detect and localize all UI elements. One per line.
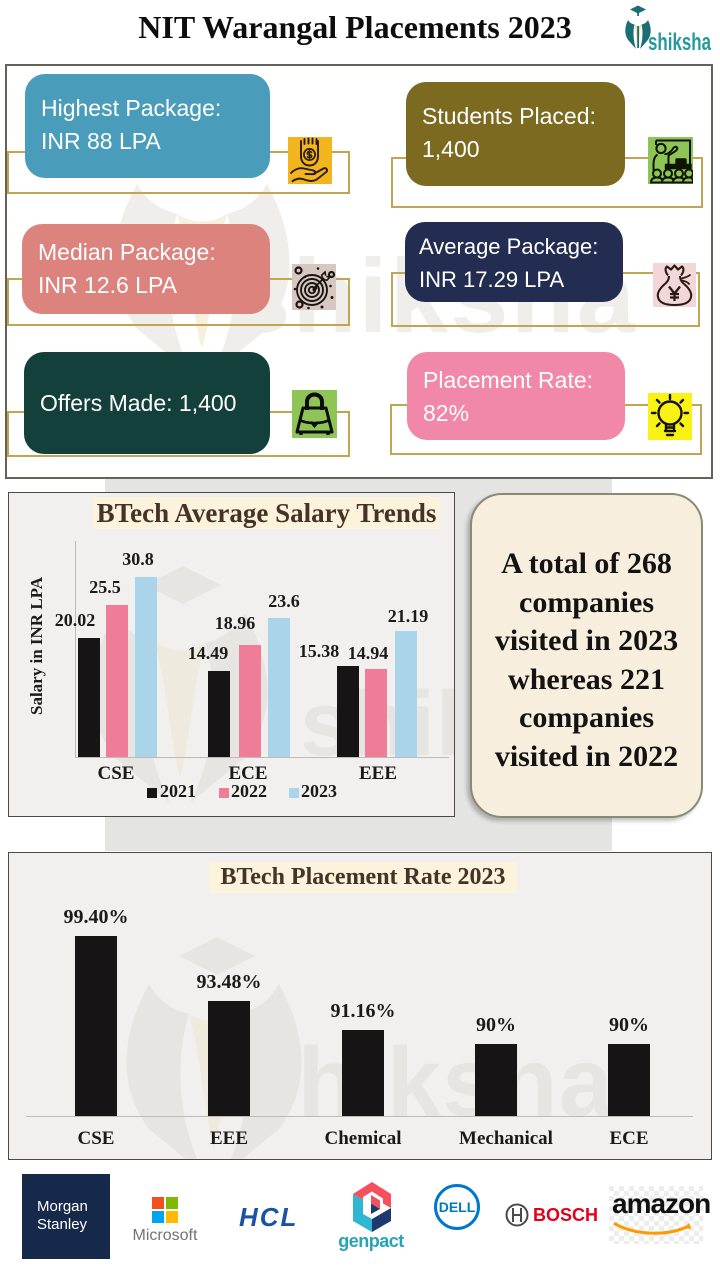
svg-text:shiksha: shiksha [648, 29, 711, 54]
svg-text:DELL: DELL [439, 1199, 476, 1215]
svg-text:shiksha: shiksha [242, 1027, 614, 1137]
